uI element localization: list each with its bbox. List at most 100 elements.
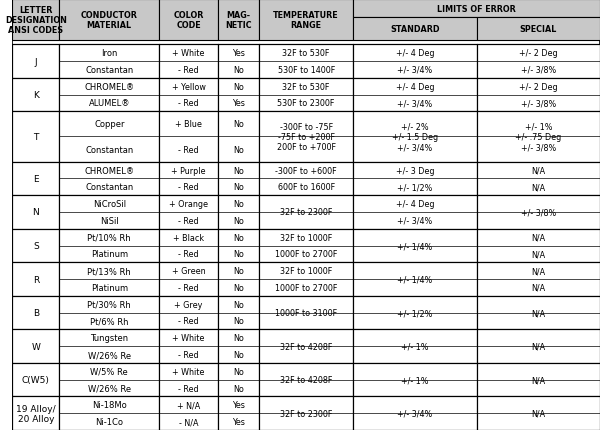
Text: LETTER
DESIGNATION
ANSI CODES: LETTER DESIGNATION ANSI CODES [5,6,67,35]
Bar [353,229,476,263]
Text: Yes: Yes [232,417,245,426]
Text: +/- 3/4%: +/- 3/4% [397,99,433,108]
Text: 32F to 2300F: 32F to 2300F [280,208,332,217]
Text: Iron: Iron [101,49,118,58]
Text: N: N [32,208,39,217]
Text: W/5% Re: W/5% Re [91,367,128,376]
Bar [476,112,600,162]
Text: No: No [233,384,244,393]
Bar [13,196,59,229]
Text: +/- 3/8%: +/- 3/8% [521,208,556,217]
Text: No: No [233,250,244,259]
Text: Yes: Yes [232,49,245,58]
Text: 32F to 2300F: 32F to 2300F [280,409,332,418]
Text: +/- 3/4%: +/- 3/4% [397,216,433,225]
Bar [13,296,59,330]
Text: 32F to 530F: 32F to 530F [283,83,330,92]
Text: N/A: N/A [531,166,545,175]
Text: R: R [33,275,39,284]
Bar [13,79,59,112]
Text: Ni-18Mo: Ni-18Mo [92,400,127,409]
Bar [218,363,259,396]
Text: MAG-
NETIC: MAG- NETIC [225,11,252,30]
Bar [476,363,600,396]
Bar [13,363,59,396]
Text: - Red: - Red [178,250,199,259]
Bar [218,162,259,196]
Bar [259,162,353,196]
Text: Pt/6% Rh: Pt/6% Rh [90,317,128,326]
Bar [476,79,600,112]
Text: STANDARD: STANDARD [390,25,440,34]
Text: S: S [33,242,39,250]
Bar [159,363,218,396]
Text: No: No [233,183,244,192]
Text: - Red: - Red [178,317,199,326]
Bar [476,229,600,263]
Text: W: W [31,342,40,351]
Text: Platinum: Platinum [91,283,128,292]
Text: +/- 1%: +/- 1% [401,342,428,351]
Text: - Red: - Red [178,283,199,292]
Text: No: No [233,283,244,292]
Bar [476,296,600,330]
Text: K: K [33,91,39,100]
Bar [476,396,600,430]
Text: No: No [233,317,244,326]
Text: No: No [233,367,244,376]
Text: + Purple: + Purple [172,166,206,175]
Bar [218,396,259,430]
Text: +/- 2%
+/- 1.5 Deg
+/- 3/4%: +/- 2% +/- 1.5 Deg +/- 3/4% [392,122,438,152]
Bar [13,112,59,162]
Text: +/- 3 Deg: +/- 3 Deg [395,166,434,175]
Bar [218,112,259,162]
Text: +/- 3/8%: +/- 3/8% [521,99,556,108]
Text: N/A: N/A [531,183,545,192]
Bar [353,363,476,396]
Bar [476,45,600,79]
Text: W/26% Re: W/26% Re [88,350,131,359]
Bar [259,263,353,296]
Bar [159,263,218,296]
Bar [353,0,600,18]
Text: 1000F to 2700F: 1000F to 2700F [275,283,337,292]
Bar [218,196,259,229]
Bar [59,330,159,363]
Text: LIMITS OF ERROR: LIMITS OF ERROR [437,5,516,14]
Text: 32F to 530F: 32F to 530F [283,49,330,58]
Text: +/- 1/2%: +/- 1/2% [397,308,433,317]
Bar [476,18,600,41]
Bar [259,79,353,112]
Text: N/A: N/A [531,233,545,242]
Text: 600F to 1600F: 600F to 1600F [278,183,335,192]
Bar [476,263,600,296]
Bar [59,162,159,196]
Text: C(W5): C(W5) [22,375,50,384]
Bar [259,0,353,41]
Text: 530F to 2300F: 530F to 2300F [277,99,335,108]
Text: No: No [233,233,244,242]
Bar [59,79,159,112]
Bar [259,296,353,330]
Text: + Blue: + Blue [175,120,202,129]
Text: N/A: N/A [531,283,545,292]
Text: Yes: Yes [232,400,245,409]
Bar [259,196,353,229]
Text: + Green: + Green [172,267,205,276]
Text: - N/A: - N/A [179,417,199,426]
Text: + Grey: + Grey [175,300,203,309]
Bar [159,162,218,196]
Text: N/A: N/A [531,342,545,351]
Text: +/- 3/4%: +/- 3/4% [397,409,433,418]
Bar [159,0,218,41]
Bar [159,196,218,229]
Text: - Red: - Red [178,99,199,108]
Bar [218,330,259,363]
Bar [159,229,218,263]
Bar [159,296,218,330]
Text: 32F to 4208F: 32F to 4208F [280,342,332,351]
Text: 1000F to 2700F: 1000F to 2700F [275,250,337,259]
Text: Constantan: Constantan [85,183,133,192]
Bar [59,196,159,229]
Bar [353,296,476,330]
